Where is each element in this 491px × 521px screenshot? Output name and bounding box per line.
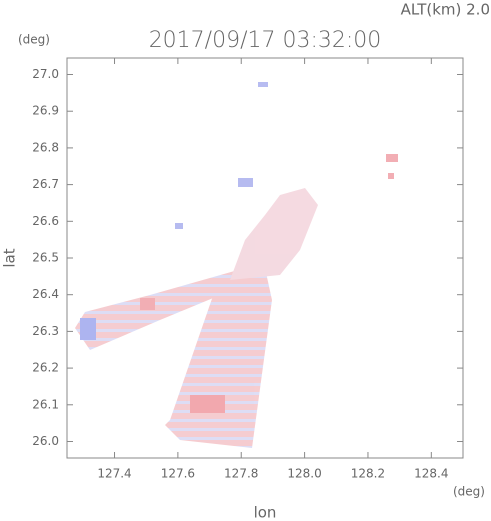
y-tick-label: 26.5 — [32, 251, 59, 265]
x-tick-label: 127.8 — [224, 467, 258, 481]
y-tick-label: 26.8 — [32, 140, 59, 154]
echo-patch — [80, 318, 96, 340]
y-tick-label: 26.9 — [32, 104, 59, 118]
y-tick-label: 26.6 — [32, 214, 59, 228]
x-axis-label: lon — [254, 504, 277, 521]
radar-echo — [75, 82, 398, 448]
echo-patch — [175, 223, 183, 229]
echo-patch — [386, 154, 398, 162]
echo-patch — [190, 395, 225, 413]
y-tick-label: 27.0 — [32, 67, 59, 81]
x-tick-label: 127.6 — [161, 467, 195, 481]
y-unit: (deg) — [18, 33, 50, 47]
echo-center — [230, 188, 318, 280]
chart-title: 2017/09/17 03:32:00 — [149, 28, 382, 53]
x-tick-label: 128.0 — [287, 467, 321, 481]
altitude-label: ALT(km) 2.0 — [401, 1, 490, 19]
x-tick-label: 128.4 — [414, 467, 448, 481]
y-tick-label: 26.4 — [32, 287, 59, 301]
y-tick-label: 26.7 — [32, 177, 59, 191]
echo-patch — [238, 178, 253, 187]
y-axis-label: lat — [1, 248, 19, 267]
echo-patch — [388, 173, 394, 179]
y-tick-label: 26.1 — [32, 397, 59, 411]
y-tick-label: 26.2 — [32, 361, 59, 375]
x-unit: (deg) — [453, 485, 485, 499]
x-tick-label: 128.2 — [351, 467, 385, 481]
echo-patch — [140, 298, 155, 310]
y-tick-label: 26.3 — [32, 324, 59, 338]
x-tick-label: 127.4 — [97, 467, 131, 481]
y-tick-label: 26.0 — [32, 434, 59, 448]
echo-patch — [258, 82, 268, 87]
echo-beam-west — [75, 268, 252, 350]
